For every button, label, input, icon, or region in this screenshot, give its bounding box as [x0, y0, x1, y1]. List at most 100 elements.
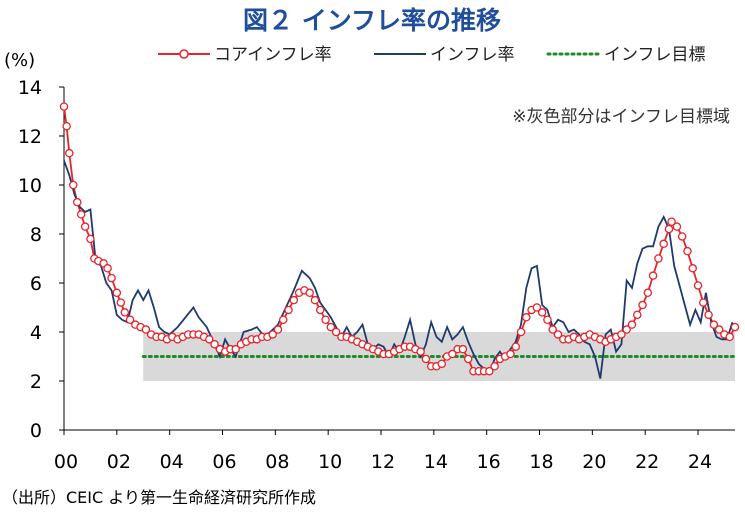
core-data-point	[664, 224, 674, 234]
core-data-point	[125, 315, 135, 324]
core-data-point	[458, 344, 468, 354]
x-tick-label: 00	[54, 451, 78, 473]
x-tick-label: 22	[635, 451, 659, 473]
core-data-point	[141, 325, 151, 334]
core-data-point	[231, 344, 240, 354]
core-data-point	[103, 264, 112, 273]
core-data-point	[331, 327, 341, 337]
core-data-point	[714, 325, 724, 334]
core-data-point	[315, 305, 325, 315]
core-data-point	[693, 281, 703, 290]
core-data-point	[511, 342, 520, 351]
core-data-point	[421, 354, 431, 364]
core-data-point	[725, 332, 734, 342]
x-tick-label: 02	[107, 451, 131, 473]
x-tick-label: 20	[582, 451, 606, 473]
core-data-point	[633, 310, 642, 320]
core-data-point	[553, 330, 563, 339]
core-data-point	[688, 264, 697, 273]
core-data-point	[210, 339, 219, 349]
core-data-point	[65, 148, 74, 158]
core-data-point	[672, 222, 682, 231]
core-data-point	[273, 325, 283, 334]
core-data-point	[537, 308, 547, 317]
core-data-point	[548, 325, 557, 334]
core-data-point	[321, 315, 330, 324]
core-data-point	[120, 308, 130, 317]
core-data-point	[76, 210, 86, 219]
x-tick-label: 16	[477, 451, 501, 473]
x-tick-label: 24	[688, 451, 712, 473]
core-data-point	[709, 320, 719, 329]
core-data-point	[437, 359, 447, 369]
y-tick-label: 14	[18, 77, 42, 99]
core-data-point	[627, 320, 637, 329]
x-tick-label: 14	[424, 451, 448, 473]
core-data-point	[448, 349, 457, 359]
core-data-point	[506, 349, 515, 359]
core-data-point	[59, 102, 69, 111]
core-data-point	[326, 322, 336, 332]
core-data-point	[68, 180, 78, 190]
legend: コアインフレ率 インフレ率 インフレ目標	[158, 45, 706, 65]
core-data-point	[699, 298, 708, 307]
core-data-point	[704, 310, 713, 320]
core-data-point	[532, 303, 542, 312]
legend-target-label: インフレ目標	[604, 45, 706, 65]
y-tick-label: 2	[30, 371, 42, 393]
core-data-point	[485, 366, 494, 376]
core-data-point	[543, 315, 552, 324]
x-tick-label: 06	[212, 451, 236, 473]
core-data-point	[205, 335, 214, 344]
y-tick-label: 10	[18, 175, 42, 197]
core-data-point	[279, 315, 288, 324]
x-tick-label: 10	[318, 451, 342, 473]
y-tick-label: 0	[30, 420, 42, 442]
chart-title: 図２ インフレ率の推移	[243, 6, 501, 35]
core-data-point	[654, 254, 663, 263]
core-data-point	[86, 234, 95, 244]
core-data-point	[62, 121, 71, 131]
core-data-point	[648, 271, 658, 280]
source-note: （出所）CEIC より第一生命経済研究所作成	[2, 488, 316, 507]
y-tick-label: 4	[30, 322, 42, 344]
core-data-point	[305, 288, 314, 298]
x-tick-label: 04	[160, 451, 184, 473]
core-data-point	[310, 295, 320, 305]
core-data-point	[638, 300, 647, 310]
core-data-point	[107, 273, 116, 283]
legend-core-label: コアインフレ率	[214, 45, 332, 65]
core-data-point	[617, 330, 626, 339]
core-data-point	[268, 330, 277, 339]
legend-inflation-label: インフレ率	[430, 45, 515, 65]
core-data-point	[677, 232, 687, 241]
y-tick-label: 12	[18, 126, 42, 148]
core-data-point	[289, 295, 299, 305]
x-tick-label: 12	[371, 451, 395, 473]
core-data-point	[112, 288, 122, 298]
y-tick-label: 8	[30, 224, 42, 246]
core-data-point	[667, 217, 676, 226]
core-data-point	[516, 327, 526, 337]
core-data-point	[80, 222, 90, 231]
target-band-note: ※灰色部分はインフレ目標域	[512, 107, 730, 127]
core-data-point	[463, 354, 473, 364]
core-data-point	[490, 362, 499, 371]
core-data-point	[116, 298, 126, 307]
core-data-point	[522, 313, 531, 322]
core-data-point	[622, 325, 631, 334]
x-tick-label: 08	[265, 451, 289, 473]
y-tick-label: 6	[30, 273, 42, 295]
y-unit-label: (%)	[4, 50, 35, 71]
core-data-point	[730, 322, 740, 332]
core-data-point	[72, 197, 82, 207]
core-data-point	[416, 347, 425, 356]
core-data-point	[284, 305, 293, 315]
legend-core-marker	[179, 49, 189, 59]
core-data-point	[643, 288, 653, 298]
core-data-point	[659, 239, 668, 249]
x-tick-label: 18	[529, 451, 553, 473]
core-data-point	[683, 246, 692, 256]
